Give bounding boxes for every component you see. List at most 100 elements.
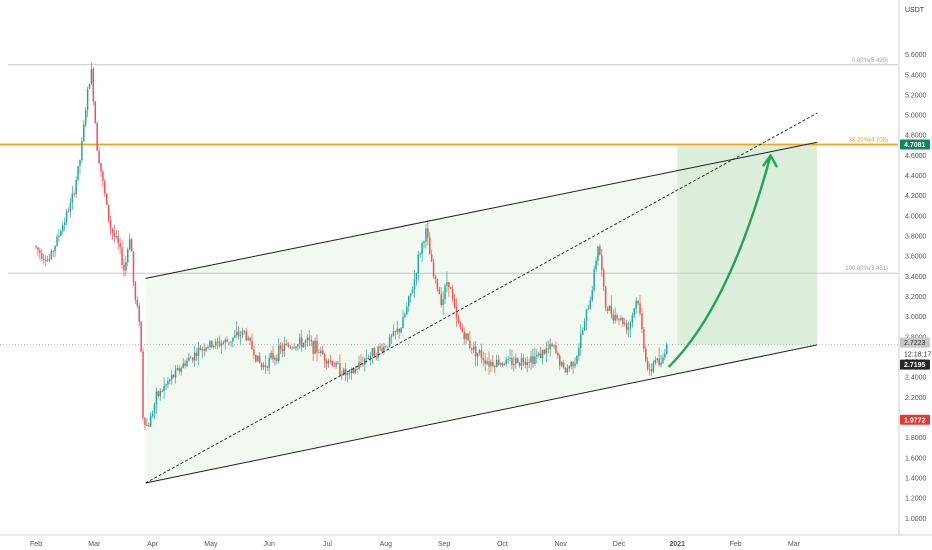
candle-body <box>318 352 320 354</box>
candle-body <box>163 385 165 392</box>
candle-body <box>346 373 349 376</box>
candle-body <box>430 254 433 262</box>
candle-body <box>402 317 404 329</box>
candle-body <box>528 362 530 363</box>
candle-body <box>501 362 504 366</box>
candle-body <box>429 237 431 255</box>
candle-body <box>60 231 62 236</box>
tag-entry: 2.7223 <box>904 340 926 347</box>
candle-body <box>450 287 452 289</box>
candle-body <box>499 362 502 365</box>
candle-body <box>612 314 615 321</box>
candle-body <box>620 317 622 321</box>
candle-body <box>610 305 613 315</box>
candle-body <box>339 363 341 376</box>
candle-body <box>268 357 270 368</box>
candle-body <box>65 211 68 223</box>
candle-body <box>335 362 337 367</box>
fib-label-bottom: 100.00%(3.431) <box>845 266 888 272</box>
candle-body <box>132 251 135 283</box>
y-tick-20: 1.6000 <box>905 455 927 462</box>
y-tick-9: 3.8000 <box>905 234 927 241</box>
candle-body <box>597 246 599 261</box>
candle-body <box>258 355 261 363</box>
candle-body <box>75 179 77 195</box>
projection-arrow[interactable] <box>667 155 772 368</box>
channel-upper-line[interactable] <box>145 141 818 279</box>
candle-body <box>105 193 108 205</box>
candle-body <box>482 358 485 361</box>
y-tick-23: 1.0000 <box>905 516 927 523</box>
target-zone[interactable] <box>677 144 818 345</box>
candle-body <box>176 368 179 370</box>
tag-entry-bg <box>900 337 930 348</box>
candle-body <box>182 363 184 368</box>
candle-body <box>255 354 257 362</box>
channel-fill <box>145 142 818 483</box>
candle-body <box>228 341 230 343</box>
candle-body <box>406 306 408 315</box>
candle-body <box>547 348 550 350</box>
candle-body <box>465 333 467 340</box>
candle-body <box>656 358 658 361</box>
tag-resistance-bg <box>900 139 930 150</box>
candle-body <box>648 369 651 370</box>
candle-body <box>306 337 309 341</box>
candle-body <box>643 328 645 349</box>
candle-body <box>222 342 225 344</box>
candle-body <box>534 356 536 364</box>
candle-body <box>545 348 548 354</box>
y-tick-10: 3.6000 <box>905 254 927 261</box>
candle-body <box>394 331 397 332</box>
y-tick-21: 1.4000 <box>905 475 927 482</box>
candle-body <box>190 357 192 359</box>
candle-body <box>230 341 232 343</box>
candle-body <box>224 339 226 343</box>
candle-body <box>180 367 183 372</box>
candle-body <box>253 349 255 355</box>
candle-body <box>385 346 387 348</box>
x-tick-6: Aug <box>380 541 393 548</box>
candle-body <box>639 303 641 314</box>
candle-body <box>86 88 89 110</box>
channel-lower-line[interactable] <box>145 344 818 484</box>
candle-body <box>377 346 379 358</box>
candle-body <box>419 253 421 255</box>
y-tick-17: 2.2000 <box>905 395 927 402</box>
y-tick-6: 4.4000 <box>905 173 927 180</box>
candle-body <box>77 165 79 180</box>
candle-body <box>358 362 360 369</box>
candle-body <box>386 346 389 348</box>
arrow-head-icon <box>762 154 778 168</box>
candle-body <box>203 349 205 351</box>
candle-body <box>285 343 288 345</box>
price-axis-bg[interactable] <box>899 0 932 550</box>
candle-body <box>371 348 374 356</box>
candle-body <box>44 260 47 262</box>
candle-body <box>625 323 628 330</box>
y-tick-5: 4.6000 <box>905 153 927 160</box>
candle-body <box>46 260 49 262</box>
candle-body <box>589 300 592 309</box>
candle-body <box>415 273 418 280</box>
candle-body <box>398 328 400 333</box>
candle-body <box>574 363 576 367</box>
candle-body <box>425 228 427 242</box>
candle-body <box>249 337 251 341</box>
candle-body <box>618 319 620 321</box>
y-tick-3: 5.0000 <box>905 113 927 120</box>
candle-body <box>213 345 215 348</box>
candle-body <box>283 343 286 352</box>
dashed-trend-line[interactable] <box>145 112 818 484</box>
y-tick-8: 4.0000 <box>905 213 927 220</box>
candle-body <box>505 359 507 364</box>
candle-body <box>557 352 559 356</box>
candle-body <box>434 276 437 280</box>
candle-body <box>88 83 91 89</box>
candle-body <box>312 341 314 354</box>
tag-stop: 1.9772 <box>904 417 926 424</box>
candle-body <box>446 281 448 286</box>
fib-label-mid: 38.20%(4.708) <box>849 138 888 144</box>
